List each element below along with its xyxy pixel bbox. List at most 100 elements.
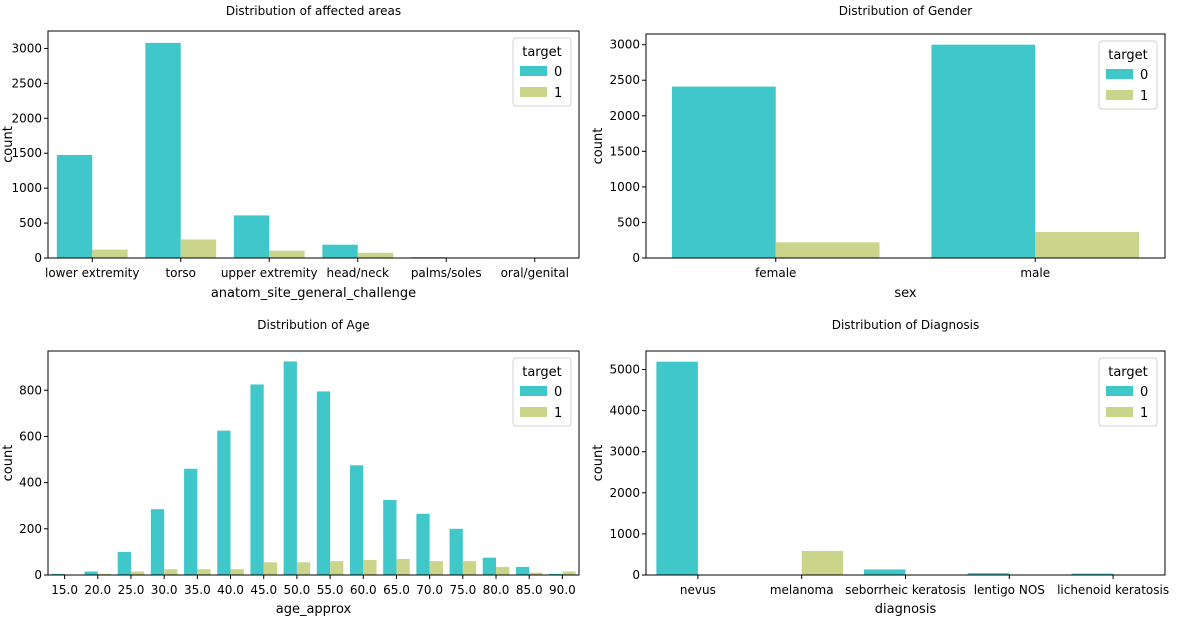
y-tick-label: 600 [19,429,42,443]
y-tick-label: 0 [34,251,42,265]
y-tick-label: 1000 [609,527,640,541]
bar-target-1 [529,572,543,575]
x-tick-label: 35.0 [184,583,211,597]
x-tick-label: 55.0 [317,583,344,597]
bar-target-0 [316,391,331,575]
y-tick-label: 800 [19,383,42,397]
x-axis-label: sex [894,286,917,301]
y-tick-label: 400 [19,476,42,490]
legend: target 0 1 [512,357,572,427]
x-tick-label: nevus [680,583,716,597]
y-tick-label: 4000 [609,404,640,418]
x-tick-label: 20.0 [84,583,111,597]
y-tick-label: 2500 [11,76,42,90]
x-tick-label: lower extremity [45,266,139,280]
x-tick-label: melanoma [770,583,834,597]
bar-target-1 [230,569,244,575]
legend-label-1: 1 [554,86,562,101]
chart-title: Distribution of Gender [839,4,972,18]
x-tick-label: 15.0 [51,583,78,597]
x-tick-label: torso [165,266,196,280]
bar-target-1 [496,566,510,575]
axes-frame [47,350,580,576]
x-tick-label: 50.0 [284,583,311,597]
chart-title: Distribution of Age [257,318,369,332]
legend-swatch-1 [520,407,547,417]
legend-swatch-0 [520,66,547,76]
bar-target-1 [330,561,344,575]
bar-target-0 [1071,573,1114,575]
x-tick-label: 85.0 [516,583,543,597]
bar-target-0 [967,573,1010,575]
bar-target-0 [217,430,231,575]
x-tick-label: lichenoid keratosis [1057,583,1169,597]
y-tick-label: 0 [34,568,42,582]
x-tick-label: 60.0 [350,583,377,597]
bar-target-0 [150,509,165,575]
x-tick-label: 45.0 [250,583,277,597]
chart-title: Distribution of Diagnosis [832,318,980,332]
bar-target-0 [145,42,181,259]
legend: target 0 1 [1098,357,1158,427]
y-axis-label: count [591,445,606,482]
x-tick-label: male [1020,266,1050,280]
chart-title: Distribution of affected areas [226,4,401,18]
x-tick-label: 30.0 [151,583,178,597]
chart-panel-4: Distribution of Diagnosis 0 1000 2000 3000 40… [591,318,1169,617]
chart-panel-1: Distribution of affected areas 0 500 1000 15… [1,4,580,301]
x-tick-label: upper extremity [221,266,318,280]
bar-target-1 [801,550,844,575]
legend-title: target [1108,365,1148,380]
legend-swatch-0 [1106,69,1133,79]
legend-swatch-0 [520,386,547,396]
y-tick-label: 2000 [609,109,640,123]
y-tick-label: 1000 [609,180,640,194]
x-tick-label: 90.0 [549,583,576,597]
legend-swatch-1 [1106,407,1133,417]
y-tick-label: 0 [632,251,640,265]
bar-target-0 [56,154,93,258]
legend-title: target [522,45,562,60]
legend-swatch-0 [1106,386,1133,396]
bar-target-0 [931,44,1036,258]
bar-target-1 [429,561,443,575]
legend-title: target [522,365,562,380]
legend-label-0: 0 [554,65,562,80]
bar-target-1 [269,250,305,258]
y-tick-label: 3000 [609,38,640,52]
bar-target-1 [462,561,477,575]
bar-target-1 [562,571,576,575]
legend-label-0: 0 [554,385,562,400]
y-tick-label: 2000 [609,486,640,500]
chart-panel-2: Distribution of Gender 0 500 1000 1500 2000 25… [591,4,1166,301]
legend-label-1: 1 [554,406,562,421]
bar-target-0 [350,465,364,575]
x-tick-label: palms/soles [411,266,482,280]
y-tick-label: 3000 [609,445,640,459]
bar-target-0 [283,361,297,575]
bar-target-0 [449,528,463,575]
y-axis-label: count [591,128,606,165]
x-tick-label: 65.0 [383,583,410,597]
x-tick-label: 40.0 [217,583,244,597]
x-tick-label: 25.0 [118,583,145,597]
bar-target-0 [184,468,198,575]
x-tick-label: lentigo NOS [974,583,1045,597]
legend: target 0 1 [1098,40,1158,110]
legend-label-0: 0 [1140,68,1148,83]
y-tick-label: 3000 [11,41,42,55]
bar-target-0 [383,499,397,575]
x-tick-label: female [755,266,796,280]
x-axis-label: age_approx [276,602,352,617]
bar-target-0 [416,513,430,575]
y-tick-label: 2000 [11,111,42,125]
y-tick-label: 2500 [609,73,640,87]
bar-target-1 [97,573,112,575]
legend-title: target [1108,48,1148,63]
x-tick-label: head/neck [326,266,389,280]
axes-frame [645,350,1166,576]
legend-label-1: 1 [1140,406,1148,421]
y-tick-label: 5000 [609,362,640,376]
bar-target-1 [180,239,217,258]
